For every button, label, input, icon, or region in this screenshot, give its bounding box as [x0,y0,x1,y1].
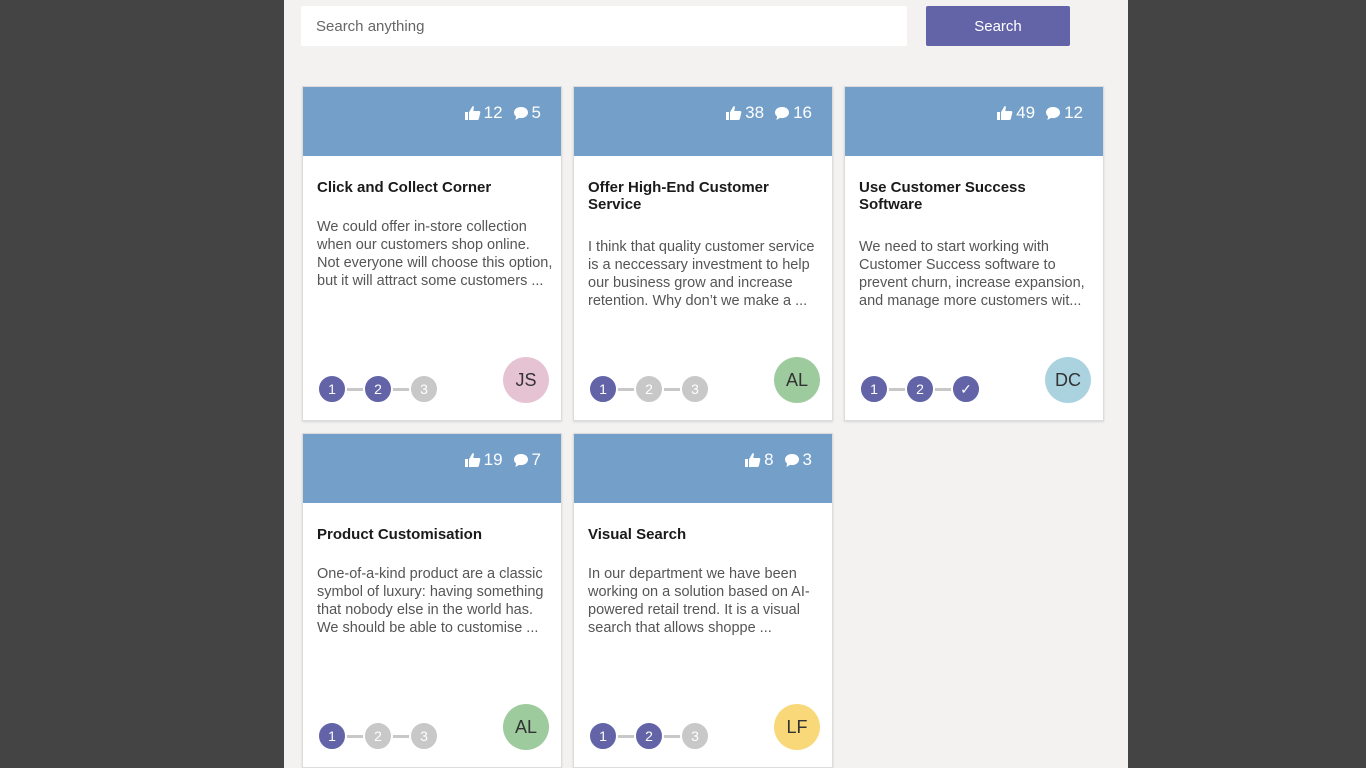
card-header: 8 3 [574,434,832,503]
like-count[interactable]: 19 [464,450,503,470]
like-count-value: 12 [483,103,503,122]
search-button[interactable]: Search [926,6,1070,46]
comment-count[interactable]: 7 [513,450,541,470]
card-description: One-of-a-kind product are a classic symb… [317,566,544,636]
card-stats: 12 5 [464,103,541,123]
comment-icon [513,453,532,468]
step-indicator: 3 [680,721,710,751]
avatar[interactable]: LF [774,704,820,750]
comment-icon [784,453,803,468]
step-indicator: 3 [409,721,439,751]
like-count[interactable]: 12 [464,103,503,123]
like-count[interactable]: 38 [725,103,764,123]
card-stats: 49 12 [996,103,1083,123]
comment-count[interactable]: 12 [1045,103,1083,123]
main-panel: Search 12 5 Click and Collect Corner We … [284,0,1128,768]
card-description: I think that quality customer service is… [588,239,815,309]
step-indicator: 1 [588,374,618,404]
avatar[interactable]: JS [503,357,549,403]
like-count-value: 19 [483,450,503,469]
card-stats: 8 3 [744,450,812,470]
thumbs-up-icon [725,105,745,121]
comment-icon [774,106,793,121]
idea-card[interactable]: 8 3 Visual Search In our department we h… [573,433,833,768]
idea-card[interactable]: 49 12 Use Customer Success Software We n… [844,86,1104,421]
search-input[interactable] [301,6,907,46]
comment-icon [513,106,532,121]
like-count-value: 38 [745,103,765,122]
card-description: In our department we have been working o… [588,566,810,636]
comment-count[interactable]: 16 [774,103,812,123]
step-indicator: 2 [634,721,664,751]
card-stats: 38 16 [725,103,812,123]
card-title: Offer High-End Customer Service [588,179,769,213]
like-count-value: 49 [1016,103,1036,122]
idea-card[interactable]: 38 16 Offer High-End Customer Service I … [573,86,833,421]
card-title: Use Customer Success Software [859,179,1026,213]
card-title: Visual Search [588,526,687,543]
comment-count[interactable]: 3 [784,450,812,470]
card-header: 19 7 [303,434,561,503]
like-count[interactable]: 49 [996,103,1035,123]
step-indicator: 1 [317,374,347,404]
avatar[interactable]: DC [1045,357,1091,403]
like-count-value: 8 [764,450,774,469]
step-indicator: 3 [680,374,710,404]
step-indicator: 3 [409,374,439,404]
step-indicator: 1 [317,721,347,751]
comment-count-value: 12 [1064,103,1083,122]
avatar[interactable]: AL [503,704,549,750]
comment-count-value: 16 [793,103,812,122]
step-indicator: 1 [588,721,618,751]
step-indicator: 2 [363,721,393,751]
step-indicator: 1 [859,374,889,404]
comment-count-value: 3 [802,450,812,469]
step-indicator: 2 [363,374,393,404]
card-description: We could offer in-store collection when … [317,219,553,289]
thumbs-up-icon [996,105,1016,121]
step-indicator: 2 [905,374,935,404]
card-description: We need to start working with Customer S… [859,239,1085,309]
progress-steps: 1 2 ✓ [859,374,981,404]
thumbs-up-icon [464,452,484,468]
comment-count-value: 5 [531,103,541,122]
thumbs-up-icon [744,452,764,468]
card-stats: 19 7 [464,450,541,470]
card-header: 38 16 [574,87,832,156]
avatar[interactable]: AL [774,357,820,403]
step-indicator: 2 [634,374,664,404]
card-title: Click and Collect Corner [317,179,492,196]
card-header: 49 12 [845,87,1103,156]
step-indicator: ✓ [951,374,981,404]
idea-card[interactable]: 19 7 Product Customisation One-of-a-kind… [302,433,562,768]
thumbs-up-icon [464,105,484,121]
card-title: Product Customisation [317,526,483,543]
comment-count-value: 7 [531,450,541,469]
like-count[interactable]: 8 [744,450,774,470]
idea-card[interactable]: 12 5 Click and Collect Corner We could o… [302,86,562,421]
comment-count[interactable]: 5 [513,103,541,123]
comment-icon [1045,106,1064,121]
card-header: 12 5 [303,87,561,156]
